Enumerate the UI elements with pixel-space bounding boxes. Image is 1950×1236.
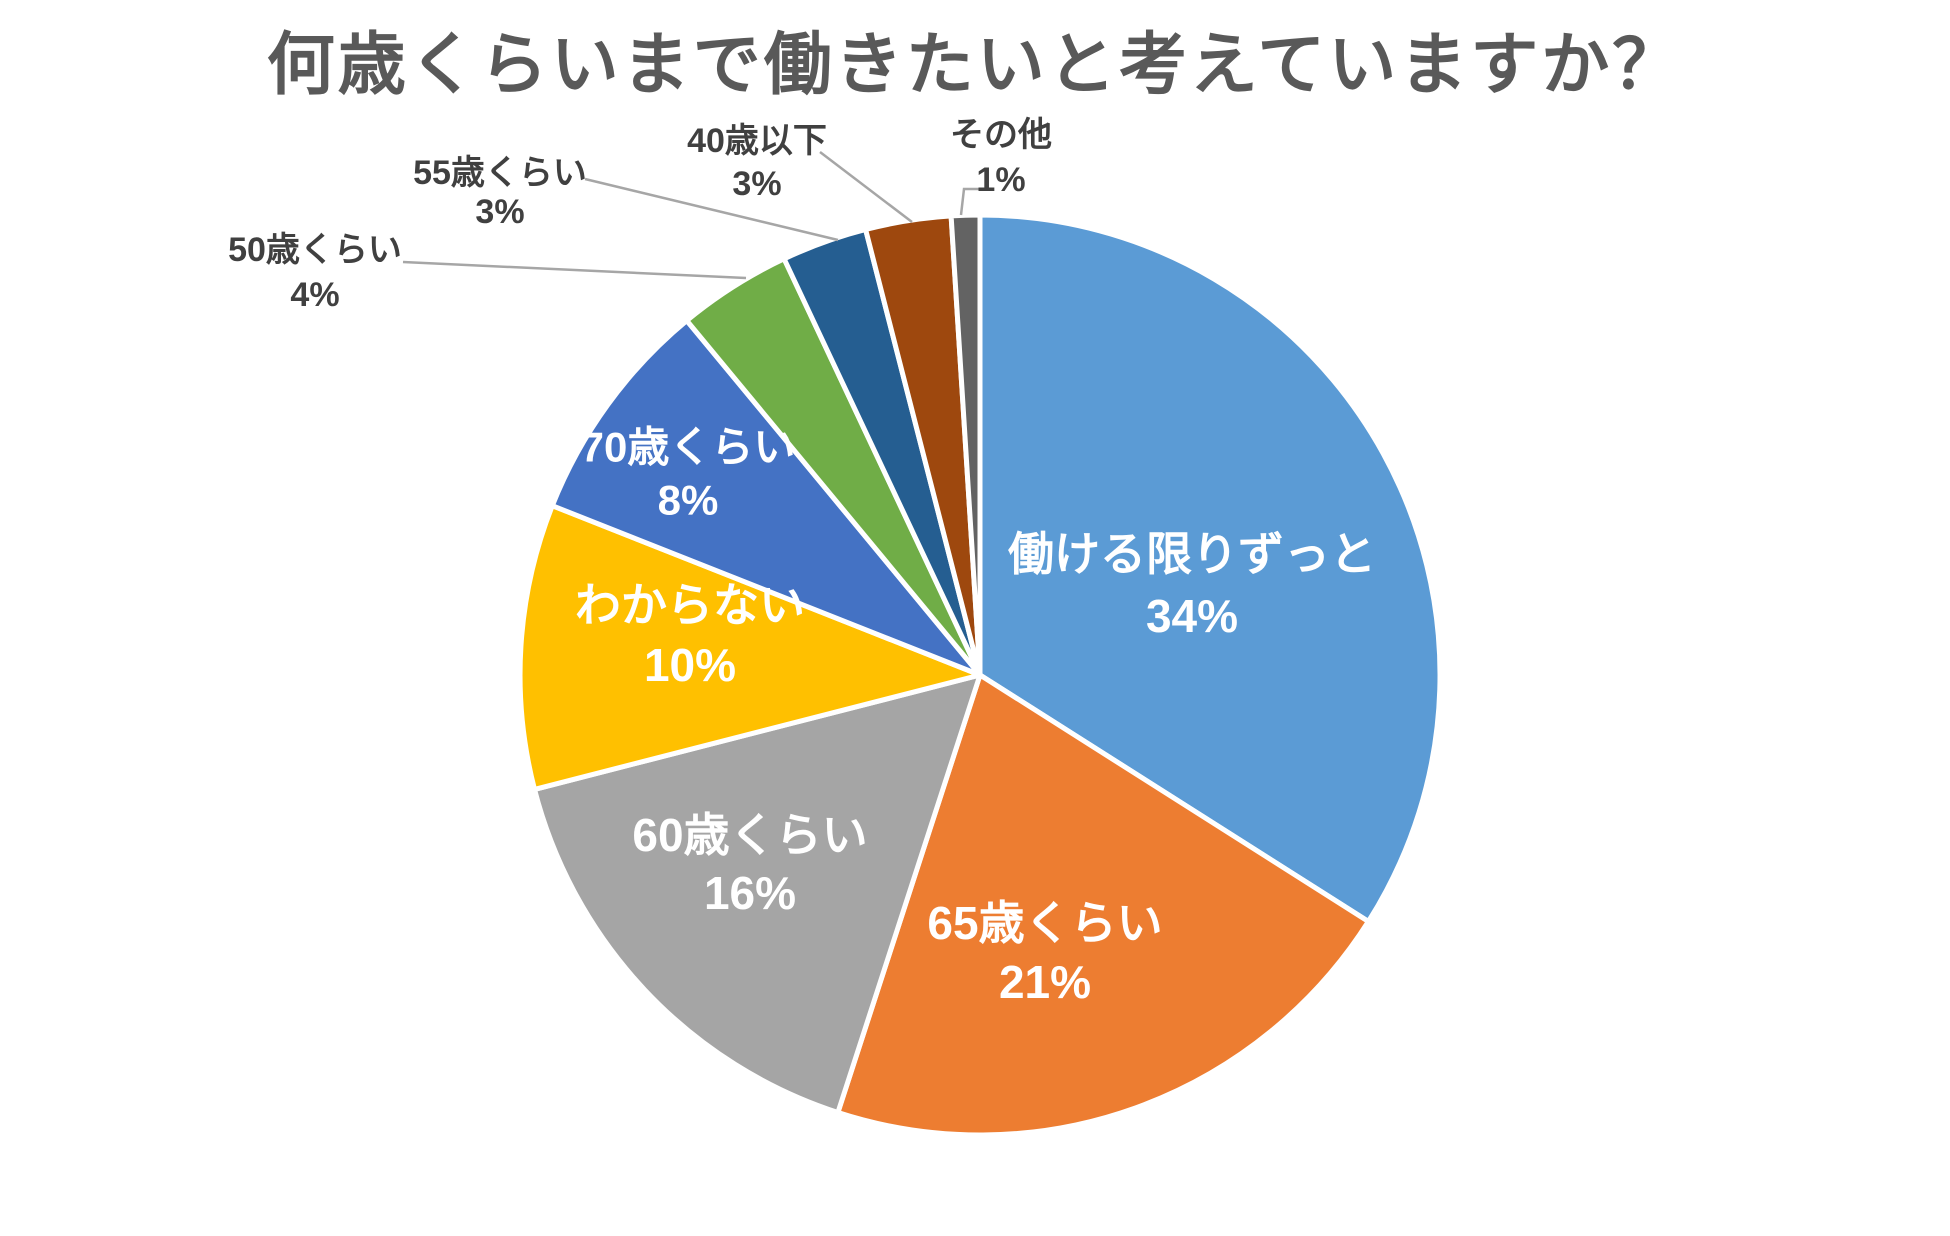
leader-lines — [402, 151, 993, 280]
slice-label-name-2: 60歳くらい — [632, 809, 867, 861]
slice-label-name-7: 40歳以下 — [687, 122, 827, 160]
leader-line-8 — [959, 187, 993, 216]
slice-label-name-3: わからない — [575, 579, 805, 631]
pie-slice-0 — [977, 212, 1443, 924]
slice-label-pct-1: 21% — [999, 956, 1091, 1008]
slice-label-name-5: 50歳くらい — [228, 231, 402, 269]
slice-label-pct-0: 34% — [1146, 590, 1238, 642]
slice-label-name-4: 70歳くらい — [581, 424, 796, 471]
leader-line-5 — [402, 260, 747, 280]
slice-label-pct-3: 10% — [644, 639, 736, 691]
pie-slice-4 — [549, 318, 983, 678]
slice-label-pct-7: 3% — [732, 165, 781, 203]
slice-label-name-0: 働ける限りずっと — [1008, 528, 1376, 580]
leader-line-6 — [584, 177, 839, 242]
slice-label-name-8: その他 — [950, 116, 1052, 154]
slice-label-name-6: 55歳くらい — [413, 154, 587, 192]
pie-slice-3 — [517, 503, 983, 792]
pie-slice-2 — [532, 672, 983, 1115]
pie-slice-1 — [835, 672, 1371, 1138]
slice-label-pct-8: 1% — [976, 161, 1025, 199]
slice-label-pct-5: 4% — [290, 276, 339, 314]
leader-line-7 — [819, 151, 913, 223]
pie-slices — [517, 212, 1443, 1138]
slice-label-name-1: 65歳くらい — [927, 897, 1162, 949]
slice-label-pct-2: 16% — [704, 867, 796, 919]
slice-label-pct-4: 8% — [658, 477, 719, 524]
chart-title: 何歳くらいまで働きたいと考えていますか？ — [266, 27, 1684, 103]
data-labels: 働ける限りずっと 34% 65歳くらい 21% 60歳くらい 16% わからない 10% 70歳… — [228, 116, 1376, 1008]
slice-label-pct-6: 3% — [475, 193, 524, 231]
pie-slice-8 — [948, 212, 983, 678]
